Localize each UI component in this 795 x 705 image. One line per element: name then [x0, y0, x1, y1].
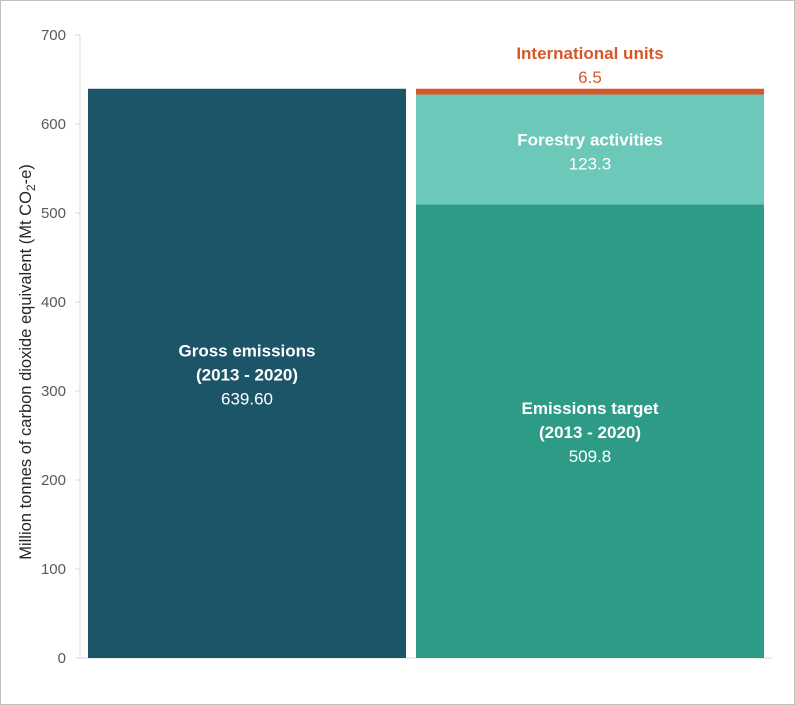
y-tick-label: 600	[41, 116, 66, 133]
bar-segment-1-0	[416, 204, 764, 658]
bar-segment-1-2	[416, 88, 764, 95]
segment-label-period: (2013 - 2020)	[196, 365, 298, 384]
y-tick-label: 0	[58, 650, 66, 667]
y-tick-label: 100	[41, 561, 66, 578]
bar-segment-0-0	[88, 88, 406, 659]
y-tick-label: 400	[41, 294, 66, 311]
segment-label-value: 123.3	[569, 154, 612, 173]
segment-label-value: 6.5	[578, 68, 602, 87]
y-tick-label: 200	[41, 472, 66, 489]
segment-label-title: Forestry activities	[517, 130, 663, 149]
y-axis-label: Million tonnes of carbon dioxide equival…	[17, 164, 38, 560]
segment-label-period: (2013 - 2020)	[539, 423, 641, 442]
segment-label-value: 509.8	[569, 447, 612, 466]
bar-segment-1-1	[416, 94, 764, 205]
y-tick-label: 700	[41, 27, 66, 44]
segment-label-value: 639.60	[221, 389, 273, 408]
y-tick-label: 300	[41, 383, 66, 400]
segment-label-title: Gross emissions	[178, 341, 315, 360]
segment-label-title: Emissions target	[522, 399, 659, 418]
y-tick-label: 500	[41, 205, 66, 222]
segment-label-title: International units	[516, 44, 663, 63]
